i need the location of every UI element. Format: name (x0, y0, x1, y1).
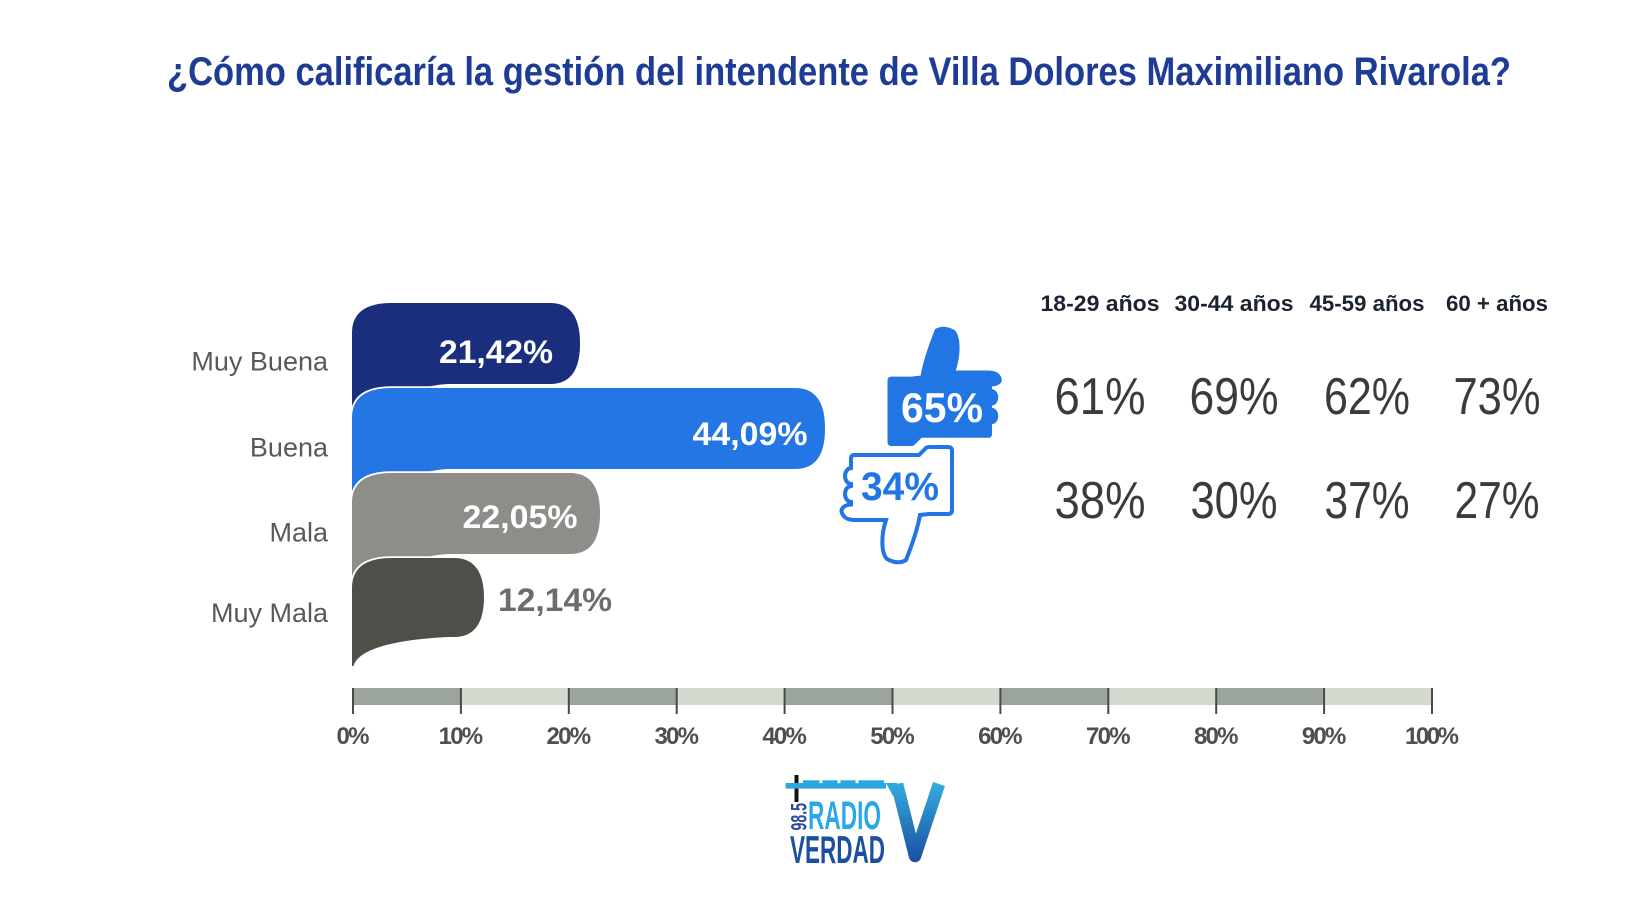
svg-text:60%: 60% (978, 723, 1023, 750)
svg-text:69%: 69% (1190, 368, 1279, 426)
svg-text:30%: 30% (1191, 472, 1278, 530)
svg-text:0%: 0% (337, 723, 370, 750)
svg-text:98.5: 98.5 (787, 803, 812, 831)
svg-text:20%: 20% (547, 723, 592, 750)
svg-text:Mala: Mala (269, 518, 329, 548)
svg-text:65%: 65% (901, 384, 983, 431)
svg-text:44,09%: 44,09% (693, 416, 808, 452)
svg-text:61%: 61% (1055, 368, 1146, 426)
svg-text:70%: 70% (1086, 723, 1131, 750)
svg-text:38%: 38% (1055, 472, 1146, 530)
svg-text:60 + años: 60 + años (1446, 291, 1548, 316)
svg-text:37%: 37% (1325, 472, 1410, 530)
svg-text:40%: 40% (762, 723, 807, 750)
svg-text:30-44 años: 30-44 años (1175, 291, 1294, 316)
svg-text:30%: 30% (654, 723, 699, 750)
svg-text:Buena: Buena (250, 433, 329, 463)
svg-text:45-59 años: 45-59 años (1310, 291, 1425, 316)
svg-text:18-29 años: 18-29 años (1041, 291, 1160, 316)
svg-text:90%: 90% (1302, 723, 1347, 750)
svg-text:¿Cómo calificaría la gestión d: ¿Cómo calificaría la gestión del intende… (167, 50, 1511, 94)
svg-text:50%: 50% (870, 723, 915, 750)
svg-text:VERDAD: VERDAD (790, 829, 885, 872)
svg-text:100%: 100% (1405, 723, 1459, 750)
svg-text:RADIO: RADIO (808, 794, 881, 838)
svg-text:Muy Buena: Muy Buena (191, 347, 329, 377)
svg-text:Muy Mala: Muy Mala (211, 598, 329, 628)
svg-text:22,05%: 22,05% (463, 499, 578, 535)
svg-text:21,42%: 21,42% (439, 334, 553, 370)
svg-text:62%: 62% (1324, 368, 1410, 426)
svg-text:10%: 10% (439, 723, 484, 750)
svg-text:12,14%: 12,14% (498, 582, 612, 618)
svg-text:27%: 27% (1455, 472, 1540, 530)
svg-text:34%: 34% (861, 465, 939, 509)
svg-text:73%: 73% (1454, 368, 1541, 426)
svg-text:80%: 80% (1194, 723, 1239, 750)
